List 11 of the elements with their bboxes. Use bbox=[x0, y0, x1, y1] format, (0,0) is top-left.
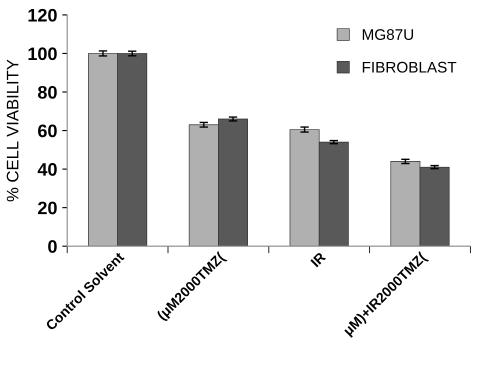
legend-label: FIBROBLAST bbox=[362, 62, 456, 73]
y-tick-label: 0 bbox=[48, 240, 57, 253]
y-tick-label: 80 bbox=[38, 86, 57, 99]
y-tick-label: 40 bbox=[38, 163, 57, 176]
legend-label: MG87U bbox=[362, 29, 414, 40]
y-tick-label: 60 bbox=[38, 124, 57, 138]
x-tick-label: IR bbox=[310, 252, 326, 268]
y-tick-label: 100 bbox=[28, 47, 57, 60]
y-tick-label: 20 bbox=[38, 202, 57, 214]
y-axis-title: % CELL VIABILITY bbox=[6, 59, 19, 202]
y-tick-label: 120 bbox=[28, 8, 57, 22]
